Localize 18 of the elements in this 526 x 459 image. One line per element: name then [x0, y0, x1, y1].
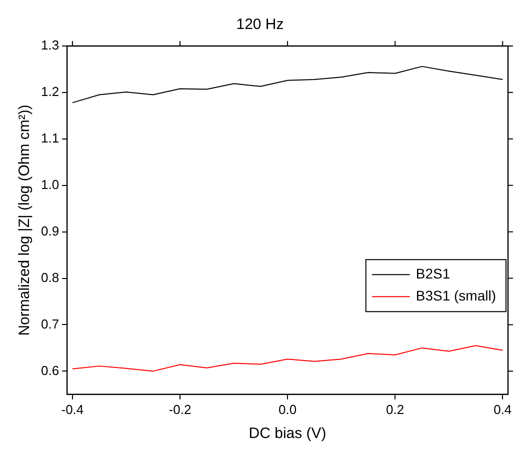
x-tick-label: 0.0 — [278, 402, 297, 417]
x-tick-label: -0.4 — [61, 402, 84, 417]
legend-label: B2S1 — [416, 266, 450, 282]
y-axis-title: Normalized log |Z| (log (Ohm cm²)) — [16, 104, 34, 336]
y-tick-label: 0.7 — [40, 316, 60, 332]
x-tick-label: 0.4 — [494, 402, 512, 417]
y-tick-label: 0.6 — [40, 362, 60, 378]
x-axis-title: DC bias (V) — [248, 425, 326, 442]
legend-label: B3S1 (small) — [416, 288, 496, 304]
y-tick-label: 1.3 — [40, 38, 60, 53]
y-tick-label: 0.9 — [40, 223, 60, 238]
y-tick-label: 1.1 — [40, 130, 60, 146]
y-tick-label: 1.2 — [40, 84, 60, 100]
chart-title: 120 Hz — [236, 16, 284, 34]
y-tick-label: 1.0 — [40, 176, 60, 192]
x-tick-label: -0.2 — [168, 402, 192, 417]
y-tick-label: 0.8 — [40, 270, 60, 285]
x-tick-label: 0.2 — [386, 402, 404, 417]
